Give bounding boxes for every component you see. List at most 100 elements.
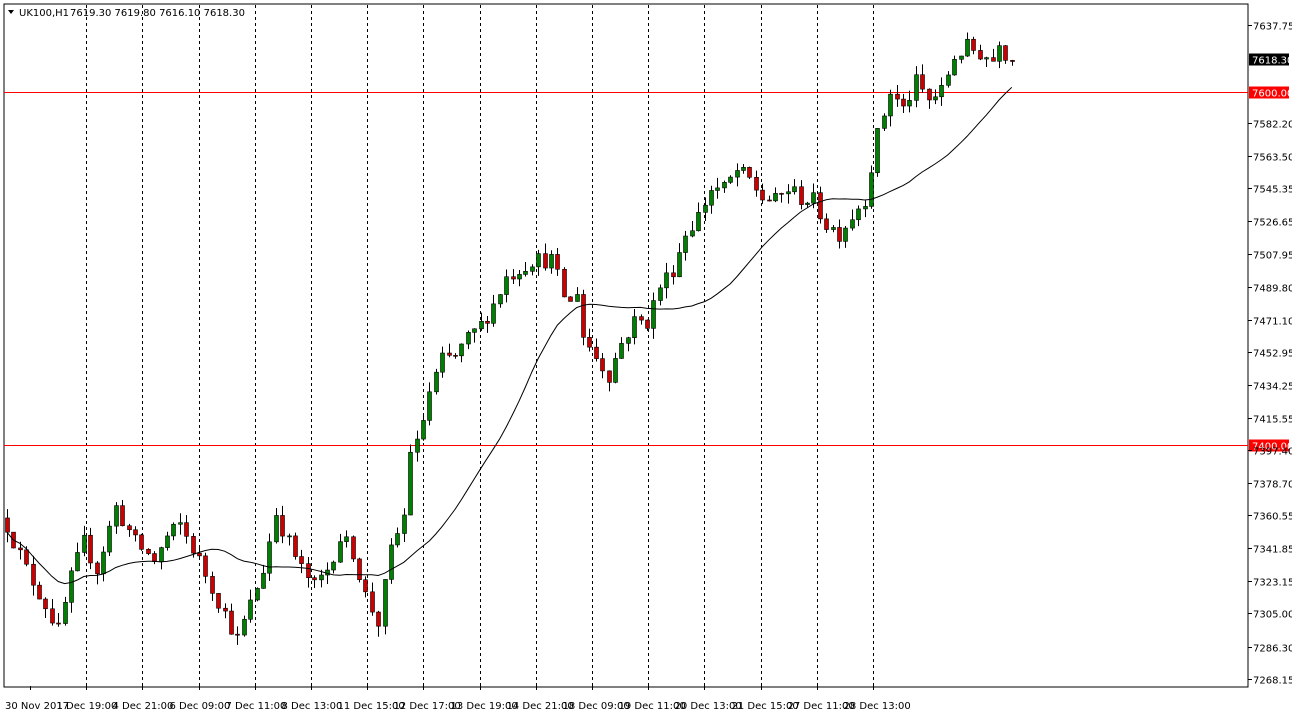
candle-body <box>171 523 176 537</box>
price-label: 7360.55 <box>1253 512 1292 523</box>
candle-body <box>562 269 567 298</box>
current-price-box <box>1249 53 1289 66</box>
candle-body <box>479 320 484 330</box>
candle-body <box>88 534 93 564</box>
candle-body <box>523 271 528 275</box>
candle-body <box>351 536 356 560</box>
candle-body <box>805 202 810 205</box>
candle-body <box>907 100 912 107</box>
candle-body <box>370 591 375 613</box>
candle-body <box>344 536 349 542</box>
candle-body <box>837 227 842 242</box>
chevron-down-icon[interactable] <box>8 10 14 14</box>
time-label: 20 Dec 13:00 <box>675 701 742 712</box>
candle-body <box>338 541 343 563</box>
candle-body <box>843 227 848 242</box>
candle-body <box>683 235 688 253</box>
moving-average <box>6 86 1013 585</box>
candle-body <box>971 38 976 51</box>
candle-body <box>453 355 458 357</box>
price-label: 7545.35 <box>1253 185 1292 196</box>
candle-body <box>82 534 87 553</box>
candle-body <box>299 556 304 564</box>
candle-body <box>18 547 23 551</box>
time-label: 19 Dec 11:00 <box>619 701 686 712</box>
level-price-box <box>1249 439 1289 452</box>
candle-body <box>133 529 138 536</box>
candle-body <box>434 371 439 393</box>
candle-body <box>319 574 324 581</box>
price-label: 7378.70 <box>1253 480 1292 491</box>
candle-body <box>485 320 490 324</box>
candle-body <box>395 533 400 546</box>
candle-body <box>754 176 759 191</box>
candle-body <box>267 541 272 574</box>
candle-body <box>223 607 228 612</box>
candle-body <box>107 525 112 553</box>
time-label: 21 Dec 15:00 <box>732 701 799 712</box>
price-label: 7323.15 <box>1253 578 1292 589</box>
price-label: 7637.75 <box>1253 22 1292 33</box>
candle-body <box>703 204 708 213</box>
candle-body <box>735 170 740 178</box>
candle-body <box>248 599 253 620</box>
candle-body <box>856 208 861 221</box>
candle-body <box>472 328 477 333</box>
candle-body <box>888 93 893 117</box>
time-label: 8 Dec 13:00 <box>282 701 343 712</box>
horizontal-levels[interactable]: 7600.00 7400.00 <box>4 86 1292 453</box>
candle-body <box>914 74 919 101</box>
candle-body <box>139 534 144 550</box>
candle-body <box>50 608 55 624</box>
price-label: 7489.80 <box>1253 284 1292 295</box>
candle-body <box>120 505 125 527</box>
candle-body <box>504 276 509 295</box>
candle-body <box>939 85 944 98</box>
candle-body <box>415 438 420 453</box>
time-label: 14 Dec 21:00 <box>507 701 574 712</box>
candle-body <box>824 218 829 230</box>
candle-body <box>75 552 80 572</box>
candle-body <box>850 219 855 229</box>
candle-body <box>459 343 464 357</box>
candle-body <box>575 294 580 302</box>
candle-body <box>901 98 906 107</box>
candle-body <box>402 514 407 534</box>
candle-body <box>427 391 432 421</box>
price-label: 7526.65 <box>1253 218 1292 229</box>
candle-body <box>722 182 727 189</box>
candle-body <box>671 272 676 278</box>
candle-body <box>466 332 471 345</box>
candle-body <box>696 212 701 232</box>
time-label: 11 Dec 15:00 <box>338 701 405 712</box>
price-label: 7563.50 <box>1253 153 1292 164</box>
candle-body <box>632 316 637 338</box>
candle-body <box>818 192 823 220</box>
candle-body <box>178 522 183 525</box>
candle-body <box>786 191 791 195</box>
price-label: 7397.40 <box>1253 447 1292 458</box>
price-label: 7471.10 <box>1253 317 1292 328</box>
candle-body <box>1010 60 1015 62</box>
candle-body <box>287 535 292 538</box>
candle-body <box>56 622 61 625</box>
candle-body <box>863 206 868 210</box>
candle-body <box>997 45 1002 62</box>
time-label: 4 Dec 21:00 <box>113 701 174 712</box>
candle-body <box>37 584 42 600</box>
candle-body <box>869 172 874 207</box>
candle-body <box>715 187 720 191</box>
candle-body <box>555 254 560 270</box>
candle-body <box>741 167 746 171</box>
candle-body <box>363 579 368 593</box>
candle-body <box>600 358 605 372</box>
price-label: 7341.85 <box>1253 545 1292 556</box>
candle-body <box>274 515 279 543</box>
time-label: 27 Dec 11:00 <box>788 701 855 712</box>
candle-body <box>165 535 170 548</box>
candle-body <box>959 55 964 60</box>
candle-body <box>530 266 535 272</box>
candle-body <box>792 186 797 193</box>
candle-body <box>31 563 36 586</box>
